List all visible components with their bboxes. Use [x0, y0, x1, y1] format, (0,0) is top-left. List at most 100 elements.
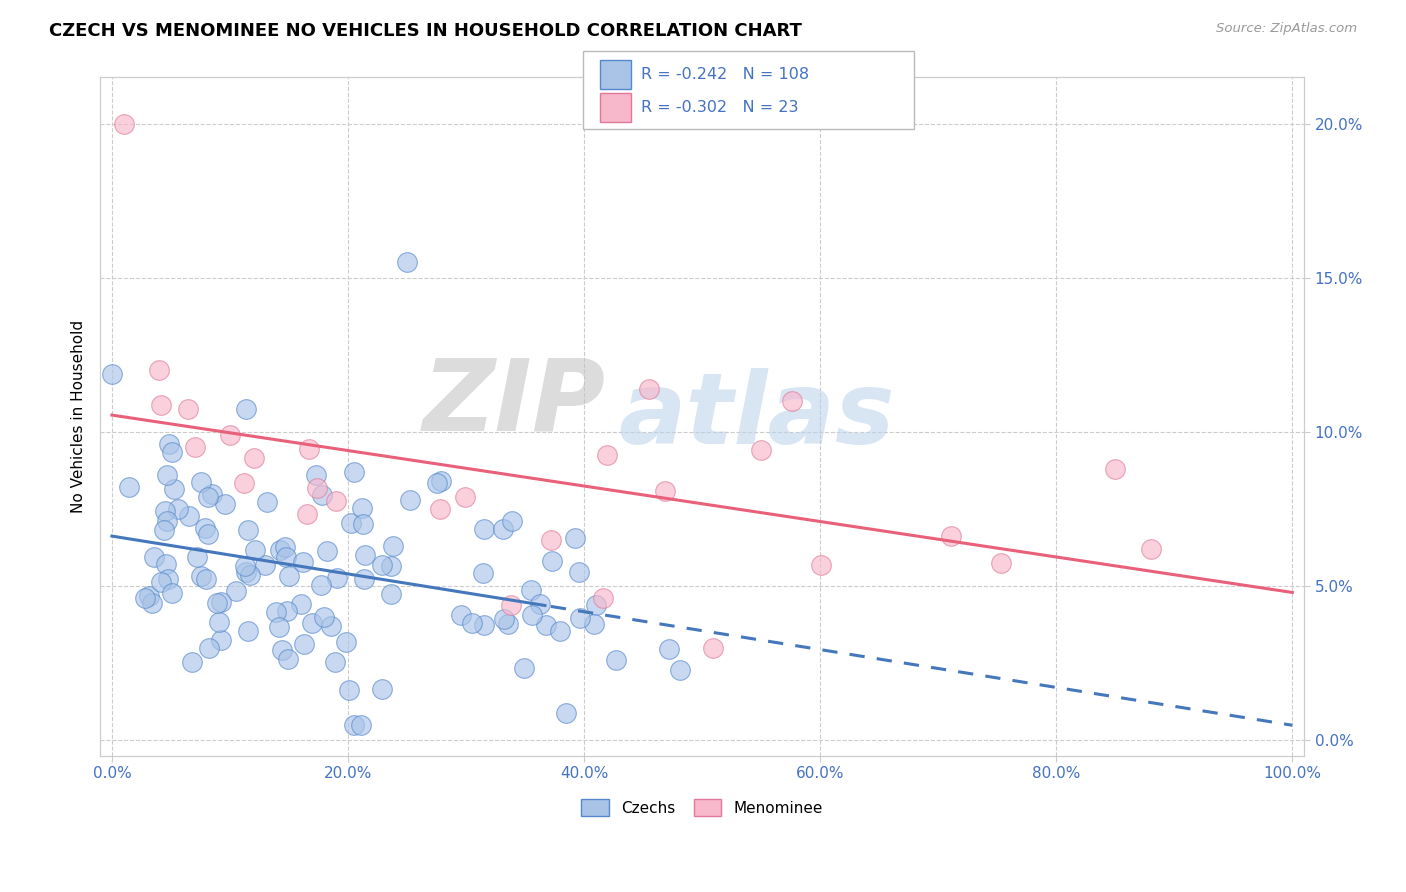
- Point: [568, 611, 591, 625]
- Point: [596, 448, 619, 462]
- Point: [292, 555, 315, 569]
- Point: [1104, 462, 1126, 476]
- Point: [157, 572, 180, 586]
- Point: [274, 550, 297, 565]
- Point: [197, 526, 219, 541]
- Point: [301, 615, 323, 630]
- Point: [271, 643, 294, 657]
- Point: [343, 717, 366, 731]
- Point: [194, 521, 217, 535]
- Point: [454, 490, 477, 504]
- Point: [450, 607, 472, 622]
- Point: [277, 652, 299, 666]
- Point: [311, 488, 333, 502]
- Point: [499, 599, 522, 613]
- Point: [134, 591, 156, 605]
- Point: [353, 548, 375, 562]
- Point: [564, 531, 586, 545]
- Point: [461, 616, 484, 631]
- Point: [534, 618, 557, 632]
- Point: [150, 574, 173, 589]
- Point: [264, 605, 287, 619]
- Point: [297, 508, 319, 522]
- Point: [325, 494, 347, 508]
- Point: [141, 595, 163, 609]
- Point: [112, 117, 135, 131]
- Point: [239, 568, 262, 582]
- Point: [276, 604, 298, 618]
- Point: [209, 595, 232, 609]
- Point: [371, 558, 394, 573]
- Point: [654, 483, 676, 498]
- Point: [233, 559, 256, 574]
- Point: [350, 717, 373, 731]
- Point: [513, 661, 536, 675]
- Point: [118, 480, 141, 494]
- Point: [180, 655, 202, 669]
- Point: [155, 557, 177, 571]
- Point: [501, 514, 523, 528]
- Point: [163, 482, 186, 496]
- Legend: Czechs, Menominee: Czechs, Menominee: [575, 793, 830, 822]
- Point: [219, 428, 242, 442]
- Point: [150, 398, 173, 412]
- Point: [637, 382, 659, 396]
- Point: [235, 565, 257, 579]
- Point: [941, 529, 963, 543]
- Point: [290, 597, 312, 611]
- Point: [159, 436, 181, 450]
- Y-axis label: No Vehicles in Household: No Vehicles in Household: [72, 320, 86, 513]
- Point: [605, 653, 627, 667]
- Text: R = -0.242   N = 108: R = -0.242 N = 108: [641, 67, 810, 82]
- Point: [205, 596, 228, 610]
- Point: [326, 571, 349, 585]
- Point: [395, 255, 418, 269]
- Point: [380, 587, 402, 601]
- Point: [235, 402, 257, 417]
- Point: [190, 475, 212, 489]
- Point: [340, 516, 363, 530]
- Point: [1139, 542, 1161, 557]
- Point: [156, 514, 179, 528]
- Point: [183, 440, 205, 454]
- Point: [337, 683, 360, 698]
- Point: [585, 598, 607, 612]
- Point: [540, 533, 562, 547]
- Point: [314, 610, 336, 624]
- Point: [162, 445, 184, 459]
- Point: [305, 468, 328, 483]
- Point: [568, 565, 591, 579]
- Point: [592, 591, 614, 605]
- Point: [472, 566, 495, 580]
- Point: [309, 578, 332, 592]
- Point: [494, 612, 516, 626]
- Point: [540, 554, 562, 568]
- Point: [155, 504, 177, 518]
- Point: [208, 615, 231, 629]
- Point: [254, 558, 277, 572]
- Text: Source: ZipAtlas.com: Source: ZipAtlas.com: [1216, 22, 1357, 36]
- Point: [353, 572, 375, 586]
- Point: [177, 401, 200, 416]
- Point: [325, 655, 347, 669]
- Point: [238, 523, 260, 537]
- Point: [243, 451, 266, 466]
- Text: ZIP: ZIP: [423, 354, 606, 451]
- Point: [380, 558, 402, 573]
- Point: [352, 500, 374, 515]
- Point: [555, 706, 578, 720]
- Point: [201, 487, 224, 501]
- Point: [496, 617, 519, 632]
- Point: [238, 624, 260, 639]
- Point: [472, 618, 495, 632]
- Point: [177, 508, 200, 523]
- Point: [160, 586, 183, 600]
- Point: [343, 466, 366, 480]
- Point: [319, 619, 342, 633]
- Point: [269, 619, 291, 633]
- Point: [152, 523, 174, 537]
- Point: [382, 539, 405, 553]
- Text: CZECH VS MENOMINEE NO VEHICLES IN HOUSEHOLD CORRELATION CHART: CZECH VS MENOMINEE NO VEHICLES IN HOUSEH…: [49, 22, 801, 40]
- Point: [430, 474, 453, 488]
- Point: [520, 582, 543, 597]
